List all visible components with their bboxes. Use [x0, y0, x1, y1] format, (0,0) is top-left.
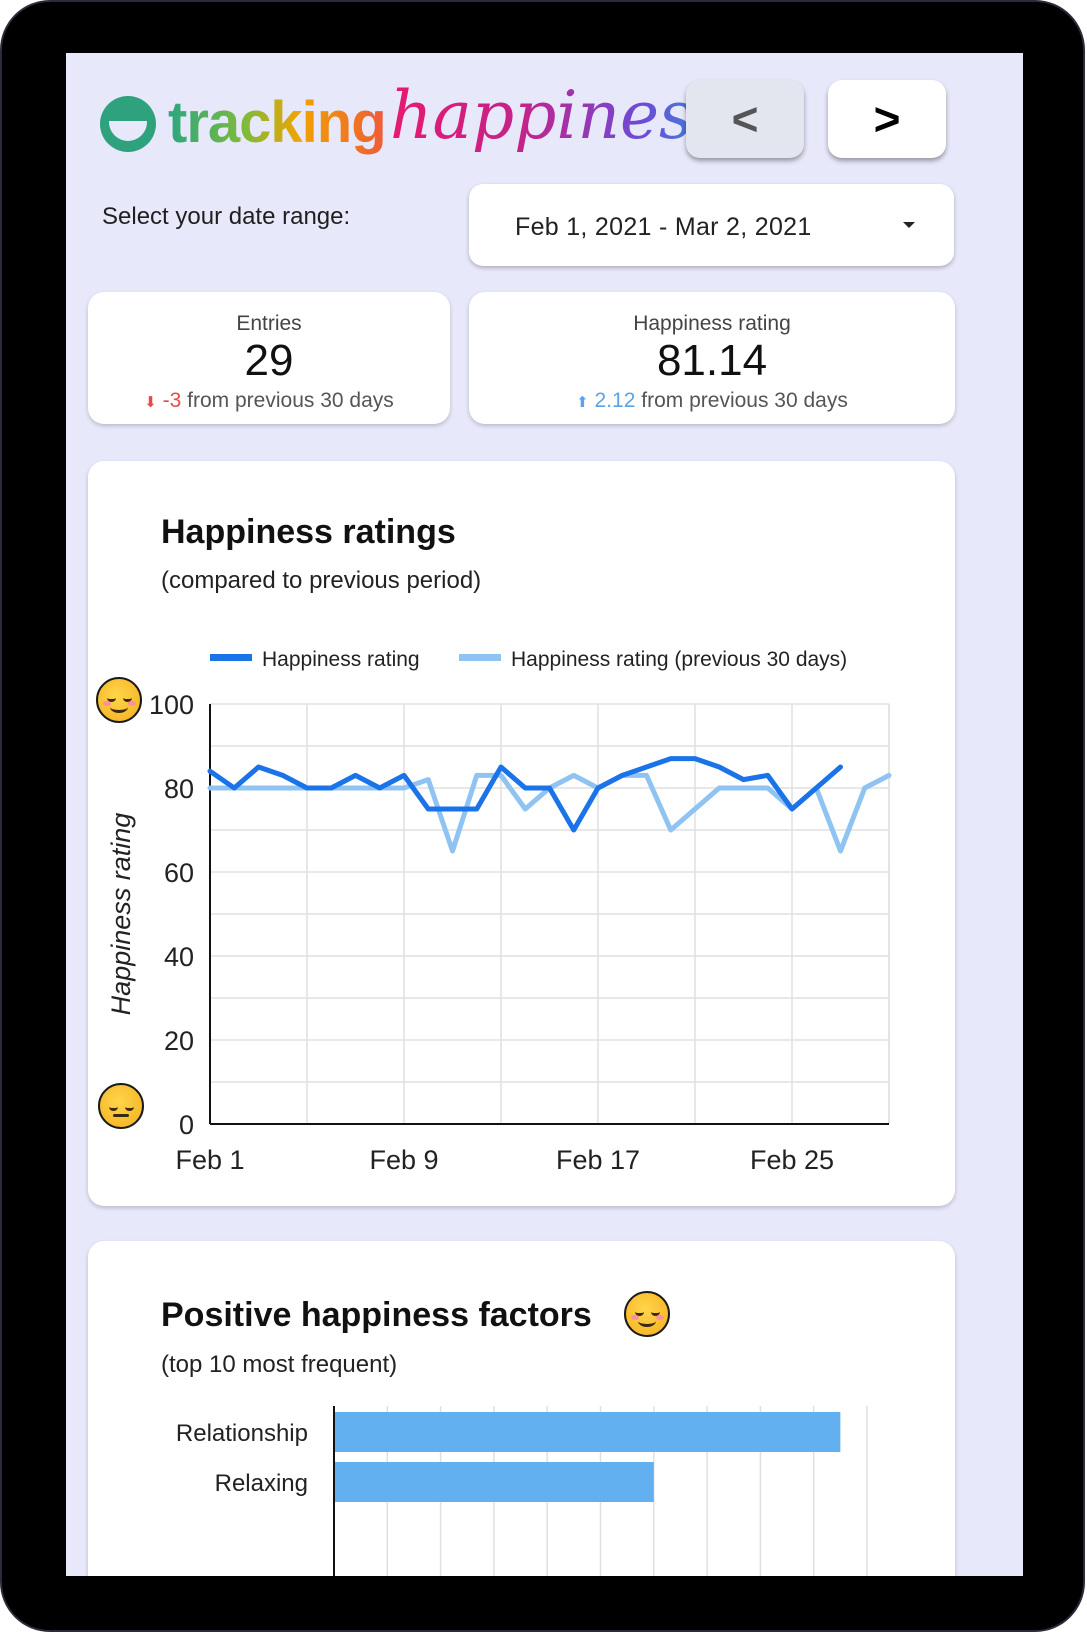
legend-label: Happiness rating [262, 648, 420, 671]
legend-label: Happiness rating (previous 30 days) [511, 648, 847, 671]
date-range-value: Feb 1, 2021 - Mar 2, 2021 [515, 213, 812, 241]
entries-delta-value: -3 [162, 389, 182, 412]
app-logo: tracking happiness [100, 77, 727, 197]
x-tick-label: Feb 25 [750, 1145, 834, 1175]
y-tick-label: 100 [149, 690, 194, 720]
happiness-chart-card: Happiness ratings (compared to previous … [88, 461, 955, 1206]
chevron-down-icon [903, 222, 915, 228]
factors-bar-chart: Relationship Relaxing [176, 1406, 868, 1576]
happiness-chart-subtitle: (compared to previous period) [161, 567, 482, 594]
happiness-delta-text: from previous 30 days [635, 389, 848, 412]
x-tick-label: Feb 1 [175, 1145, 244, 1175]
date-range-label: Select your date range: [102, 203, 351, 230]
happiness-delta-value: 2.12 [594, 389, 636, 412]
factors-chart-card: Positive happiness factors (top 10 most … [88, 1241, 955, 1576]
entries-value: 29 [244, 336, 294, 385]
entries-delta: ⬇ -3 from previous 30 days [88, 389, 450, 413]
y-tick-label: 80 [164, 774, 194, 804]
y-tick-label: 0 [179, 1110, 194, 1140]
bar [335, 1462, 654, 1502]
screen: tracking happiness < > Select your date … [66, 53, 1023, 1576]
x-tick-label: Feb 9 [369, 1145, 438, 1175]
factors-chart-title: Positive happiness factors [161, 1296, 592, 1334]
smiling-face-icon [96, 677, 142, 723]
legend-swatch [210, 654, 252, 661]
category-label: Relaxing [215, 1470, 308, 1497]
arrow-down-icon: ⬇ [144, 394, 157, 411]
y-tick-label: 40 [164, 942, 194, 972]
pensive-face-icon [98, 1083, 144, 1129]
next-page-button[interactable]: > [828, 80, 946, 158]
logo-word-tracking: tracking [168, 90, 387, 155]
previous-page-button[interactable]: < [686, 80, 804, 158]
entries-delta-text: from previous 30 days [181, 389, 394, 412]
x-tick-label: Feb 17 [556, 1145, 640, 1175]
bar [335, 1412, 841, 1452]
logo-word-happiness: happiness [390, 77, 727, 154]
category-label: Relationship [176, 1420, 308, 1447]
logo-icon [100, 96, 156, 152]
y-tick-label: 20 [164, 1026, 194, 1056]
series-line-current [207, 756, 843, 833]
happiness-label: Happiness rating [633, 312, 791, 335]
entries-scorecard: Entries 29 ⬇ -3 from previous 30 days [88, 292, 450, 424]
smiling-face-icon [624, 1291, 670, 1337]
legend-swatch [459, 654, 501, 661]
y-tick-label: 60 [164, 858, 194, 888]
happiness-line-chart: Happiness rating Happiness rating (previo… [106, 648, 892, 1175]
happiness-value: 81.14 [656, 336, 768, 385]
arrow-up-icon: ⬆ [576, 394, 589, 411]
happiness-chart-title: Happiness ratings [161, 513, 456, 551]
factors-chart-subtitle: (top 10 most frequent) [161, 1351, 398, 1378]
happiness-scorecard: Happiness rating 81.14 ⬆ 2.12 from previ… [469, 292, 955, 424]
y-axis-label: Happiness rating [106, 813, 136, 1016]
date-range-picker[interactable]: Feb 1, 2021 - Mar 2, 2021 [469, 184, 954, 266]
happiness-delta: ⬆ 2.12 from previous 30 days [469, 389, 955, 413]
entries-label: Entries [236, 312, 302, 335]
